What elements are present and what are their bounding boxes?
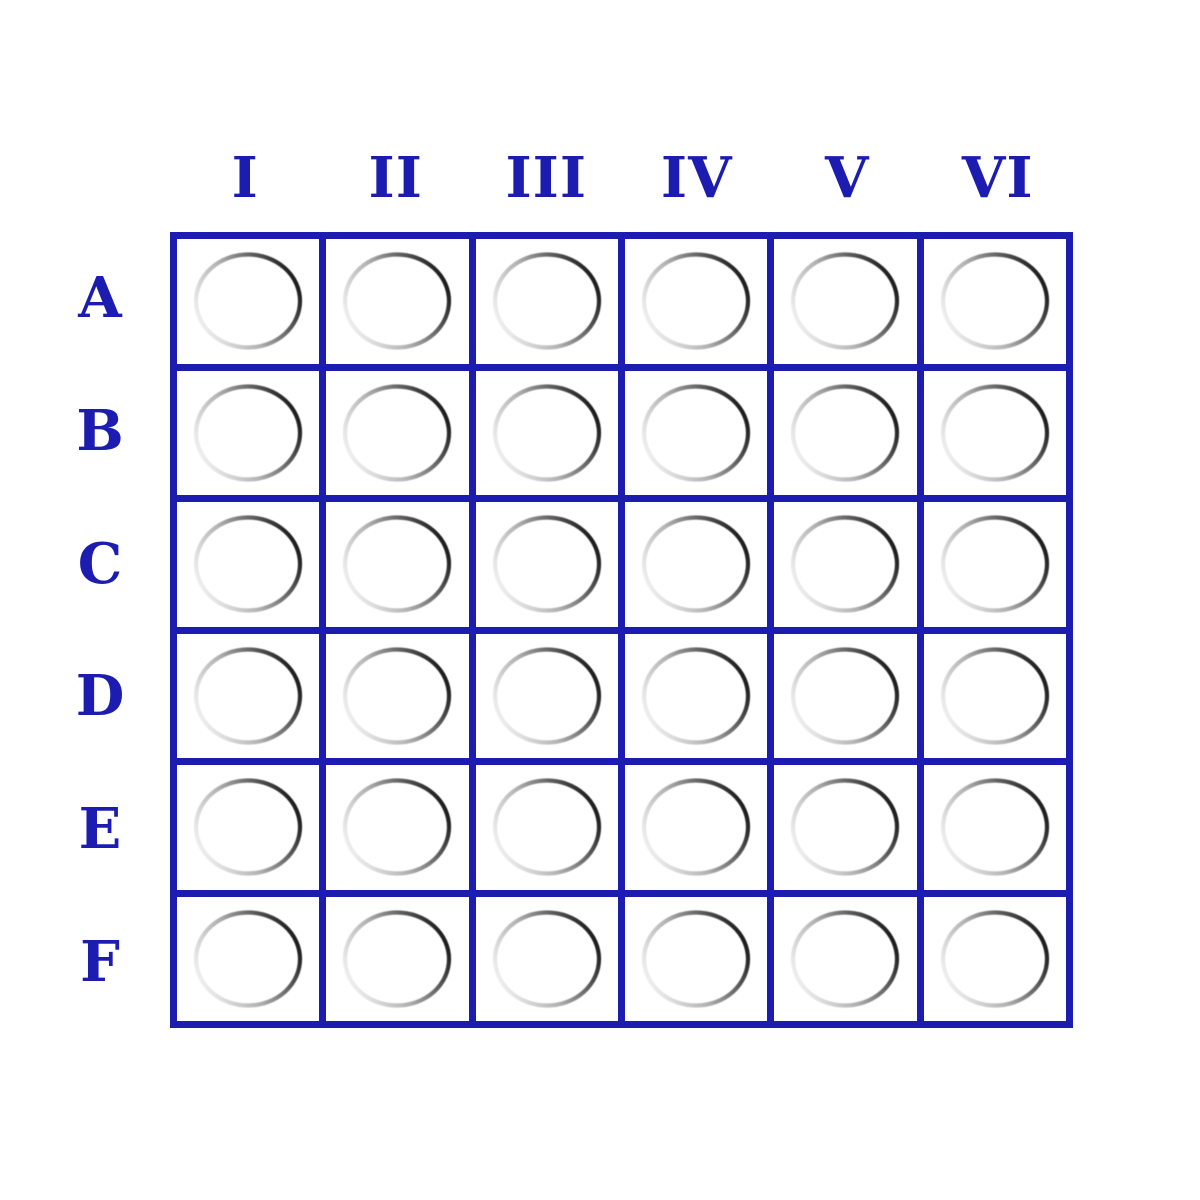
empty-circle-icon bbox=[343, 252, 452, 350]
empty-circle-icon bbox=[791, 384, 900, 482]
empty-circle-icon bbox=[343, 910, 452, 1008]
empty-circle-icon bbox=[343, 515, 452, 613]
cell-F-III[interactable] bbox=[475, 896, 618, 1021]
empty-circle-icon bbox=[791, 647, 900, 745]
cell-B-III[interactable] bbox=[475, 370, 618, 495]
empty-circle-icon bbox=[492, 252, 601, 350]
cell-D-VI[interactable] bbox=[923, 633, 1066, 758]
cell-B-II[interactable] bbox=[326, 370, 469, 495]
empty-circle-icon bbox=[194, 384, 303, 482]
cell-E-VI[interactable] bbox=[923, 765, 1066, 890]
empty-circle-icon bbox=[642, 910, 751, 1008]
empty-circle-icon bbox=[940, 647, 1049, 745]
cell-B-V[interactable] bbox=[774, 370, 917, 495]
empty-circle-icon bbox=[194, 252, 303, 350]
row-label-C: C bbox=[77, 530, 123, 597]
cell-B-VI[interactable] bbox=[923, 370, 1066, 495]
empty-circle-icon bbox=[194, 910, 303, 1008]
empty-circle-icon bbox=[940, 384, 1049, 482]
cell-C-III[interactable] bbox=[475, 502, 618, 627]
row-label-A: A bbox=[78, 265, 122, 332]
column-header-II: II bbox=[368, 145, 423, 211]
cell-F-VI[interactable] bbox=[923, 896, 1066, 1021]
cell-D-II[interactable] bbox=[326, 633, 469, 758]
cell-B-IV[interactable] bbox=[624, 370, 768, 495]
column-header-III: III bbox=[505, 145, 588, 211]
row-label-F: F bbox=[80, 928, 120, 995]
cell-A-I[interactable] bbox=[177, 239, 320, 364]
cell-C-IV[interactable] bbox=[624, 502, 768, 627]
cell-C-V[interactable] bbox=[774, 502, 917, 627]
row-label-B: B bbox=[76, 397, 124, 464]
cell-D-III[interactable] bbox=[475, 633, 618, 758]
empty-circle-icon bbox=[492, 910, 601, 1008]
cell-F-IV[interactable] bbox=[624, 896, 768, 1021]
empty-circle-icon bbox=[791, 515, 900, 613]
empty-circle-icon bbox=[492, 384, 601, 482]
empty-circle-icon bbox=[791, 910, 900, 1008]
column-header-I: I bbox=[231, 145, 259, 211]
column-header-VI: VI bbox=[961, 145, 1034, 211]
empty-circle-icon bbox=[194, 515, 303, 613]
grid bbox=[170, 232, 1073, 1028]
empty-circle-icon bbox=[791, 778, 900, 876]
cell-D-IV[interactable] bbox=[624, 633, 768, 758]
cell-C-VI[interactable] bbox=[923, 502, 1066, 627]
empty-circle-icon bbox=[642, 384, 751, 482]
cell-F-II[interactable] bbox=[326, 896, 469, 1021]
cell-A-V[interactable] bbox=[774, 239, 917, 364]
row-label-D: D bbox=[75, 663, 125, 730]
empty-circle-icon bbox=[343, 778, 452, 876]
empty-circle-icon bbox=[642, 647, 751, 745]
column-header-V: V bbox=[825, 145, 870, 211]
cell-D-V[interactable] bbox=[774, 633, 917, 758]
empty-circle-icon bbox=[492, 515, 601, 613]
cell-E-IV[interactable] bbox=[624, 765, 768, 890]
cell-F-I[interactable] bbox=[177, 896, 320, 1021]
empty-circle-icon bbox=[194, 778, 303, 876]
cell-B-I[interactable] bbox=[177, 370, 320, 495]
cell-A-IV[interactable] bbox=[624, 239, 768, 364]
cell-E-I[interactable] bbox=[177, 765, 320, 890]
empty-circle-icon bbox=[194, 647, 303, 745]
cell-C-II[interactable] bbox=[326, 502, 469, 627]
empty-circle-icon bbox=[940, 778, 1049, 876]
cell-A-III[interactable] bbox=[475, 239, 618, 364]
empty-circle-icon bbox=[492, 647, 601, 745]
cell-E-II[interactable] bbox=[326, 765, 469, 890]
empty-circle-icon bbox=[642, 515, 751, 613]
cell-D-I[interactable] bbox=[177, 633, 320, 758]
empty-circle-icon bbox=[642, 252, 751, 350]
empty-circle-icon bbox=[940, 910, 1049, 1008]
cell-A-VI[interactable] bbox=[923, 239, 1066, 364]
empty-circle-icon bbox=[492, 778, 601, 876]
column-headers: I II III IV V VI bbox=[170, 146, 1073, 210]
empty-circle-icon bbox=[642, 778, 751, 876]
cell-C-I[interactable] bbox=[177, 502, 320, 627]
empty-circle-icon bbox=[791, 252, 900, 350]
cell-A-II[interactable] bbox=[326, 239, 469, 364]
row-label-E: E bbox=[78, 795, 122, 862]
cell-F-V[interactable] bbox=[774, 896, 917, 1021]
cell-E-III[interactable] bbox=[475, 765, 618, 890]
cell-E-V[interactable] bbox=[774, 765, 917, 890]
empty-circle-icon bbox=[940, 252, 1049, 350]
empty-circle-icon bbox=[940, 515, 1049, 613]
column-header-IV: IV bbox=[660, 145, 733, 211]
empty-circle-icon bbox=[343, 647, 452, 745]
empty-circle-icon bbox=[343, 384, 452, 482]
